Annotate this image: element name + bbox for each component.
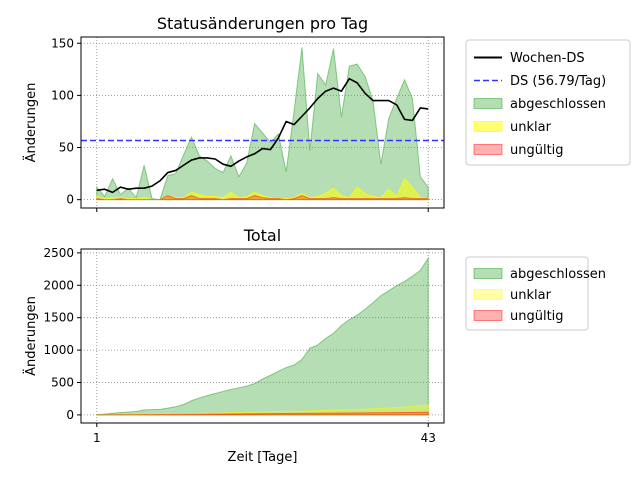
legend-label-ungueltig: ungültig	[510, 143, 564, 158]
chart-title: Total	[243, 226, 281, 245]
legend: Wochen-DS DS (56.79/Tag) abgeschlossen unkl…	[465, 39, 631, 166]
y-axis-title: Änderungen	[23, 296, 39, 376]
x-axis: 1 43	[93, 423, 436, 445]
total-changes-panel: 0 500 1000 1500 2000 2500 1 43 Total Änderungen Ze…	[23, 226, 606, 465]
legend-box	[465, 256, 589, 331]
y-tick-label: 0	[66, 193, 74, 207]
y-tick-label: 100	[51, 88, 74, 102]
legend-label-ungueltig: ungültig	[510, 309, 564, 324]
series-unklar-area	[96, 404, 429, 416]
x-tick-label: 1	[93, 431, 101, 445]
plot-area	[81, 47, 444, 201]
y-tick-label: 2500	[43, 246, 74, 260]
legend-swatch-ungueltig	[473, 310, 503, 321]
legend-label-wochen-ds: Wochen-DS	[510, 51, 585, 66]
daily-changes-panel: 0 50 100 150 Statusänderungen pro Tag Änderun…	[23, 14, 631, 212]
series-wochen-ds-line	[96, 77, 429, 194]
legend-swatch-unklar	[473, 121, 503, 132]
chart-title: Statusänderungen pro Tag	[157, 14, 368, 33]
series-abgeschlossen-area	[96, 256, 429, 416]
axes-frame	[80, 36, 445, 209]
y-tick-label: 1000	[43, 343, 74, 357]
x-axis-title: Zeit [Tage]	[228, 450, 298, 465]
legend-box	[465, 39, 631, 166]
series-ungueltig-area	[96, 411, 429, 416]
y-axis-title: Änderungen	[23, 83, 39, 163]
series-abgeschlossen-area	[96, 47, 429, 201]
y-tick-label: 1500	[43, 311, 74, 325]
legend-label-unklar: unklar	[510, 288, 552, 303]
plot-area	[96, 256, 429, 416]
legend-swatch-abgeschlossen	[473, 98, 503, 109]
legend-label-unklar: unklar	[510, 120, 552, 135]
y-tick-label: 50	[59, 141, 74, 155]
x-tick-label: 43	[421, 431, 436, 445]
y-tick-label: 150	[51, 36, 74, 50]
x-axis	[96, 208, 429, 212]
legend: abgeschlossen unklar ungültig	[465, 256, 606, 331]
legend-swatch-unklar	[473, 289, 503, 300]
series-unklar-area	[96, 177, 429, 201]
y-tick-label: 500	[51, 375, 74, 389]
y-axis: 0 500 1000 1500 2000 2500	[43, 246, 81, 422]
legend-swatch-abgeschlossen	[473, 268, 503, 279]
y-tick-label: 0	[66, 408, 74, 422]
legend-label-abgeschlossen: abgeschlossen	[510, 267, 606, 282]
series-ungueltig-area	[96, 194, 429, 201]
y-axis: 0 50 100 150	[51, 36, 81, 207]
y-tick-label: 2000	[43, 278, 74, 292]
legend-swatch-ungueltig	[473, 144, 503, 155]
legend-label-ds-56-79-tag: DS (56.79/Tag)	[510, 74, 606, 89]
legend-label-abgeschlossen: abgeschlossen	[510, 97, 606, 112]
axes-frame	[80, 248, 445, 424]
